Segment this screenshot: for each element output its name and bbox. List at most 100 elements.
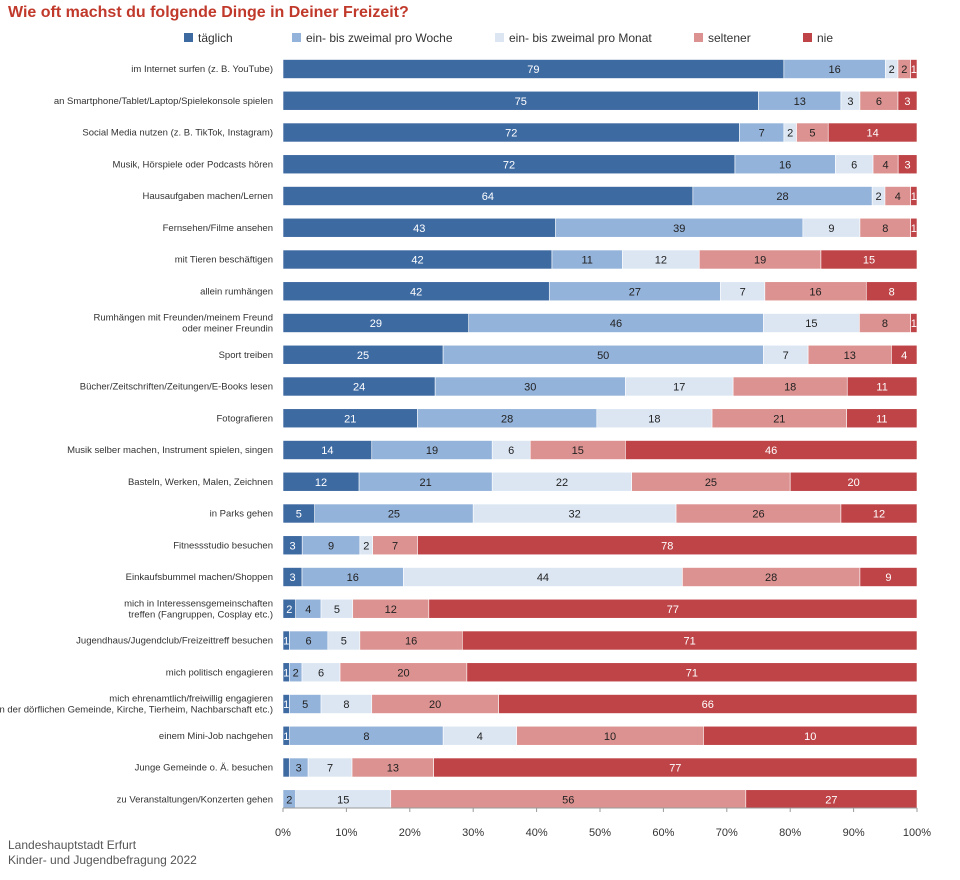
value-label-r14-s2: 32: [569, 509, 581, 521]
value-label-r23-s4: 27: [825, 794, 837, 806]
value-label-r10-s2: 17: [673, 382, 685, 394]
value-label-r19-s2: 6: [318, 667, 324, 679]
bar-segment-r16-s4: [859, 567, 918, 587]
value-label-r13-s3: 25: [705, 477, 717, 489]
category-label-5: Fernsehen/Filme ansehen: [163, 223, 273, 234]
value-label-r21-s2: 4: [477, 731, 483, 743]
value-label-r9-s1: 50: [597, 350, 609, 362]
category-label-4: Hausaufgaben machen/Lernen: [143, 191, 273, 202]
bar-segment-r8-s4: [910, 313, 918, 333]
value-label-r7-s1: 27: [629, 286, 641, 298]
value-label-r6-s1: 11: [581, 255, 592, 267]
value-label-r4-s4: 1: [911, 191, 917, 203]
value-label-r16-s3: 28: [765, 572, 777, 584]
category-label-20: mich ehrenamtlich/freiwillig engagieren(…: [0, 694, 273, 716]
legend-label-1: ein- bis zweimal pro Woche: [306, 31, 453, 45]
bar-segment-r14-s4: [840, 503, 918, 524]
value-label-r14-s3: 26: [752, 509, 764, 521]
value-label-r23-s3: 56: [562, 794, 574, 806]
category-label-18: Jugendhaus/Jugendclub/Freizeittreff besu…: [76, 636, 273, 647]
category-label-23: zu Veranstaltungen/Konzerten gehen: [117, 794, 273, 805]
value-label-r22-s2: 7: [327, 763, 333, 775]
value-label-r9-s0: 25: [357, 350, 369, 362]
value-label-r20-s3: 20: [429, 699, 441, 711]
category-label-16: Einkaufsbummel machen/Shoppen: [126, 572, 273, 583]
value-label-r18-s4: 71: [684, 636, 696, 648]
value-label-r11-s2: 18: [648, 413, 660, 425]
legend-label-3: seltener: [708, 31, 751, 45]
value-label-r3-s3: 4: [883, 159, 889, 171]
value-label-r16-s0: 3: [289, 572, 295, 584]
value-label-r3-s2: 6: [851, 159, 857, 171]
category-label-13: Basteln, Werken, Malen, Zeichnen: [128, 477, 273, 488]
x-tick-label-7: 70%: [716, 827, 738, 839]
legend-swatch-1: [292, 33, 301, 42]
value-label-r15-s1: 9: [328, 540, 334, 552]
value-label-r22-s4: 77: [669, 763, 681, 775]
legend: täglich ein- bis zweimal pro Woche ein- bi…: [184, 31, 833, 45]
value-label-r14-s1: 25: [388, 509, 400, 521]
value-label-r12-s2: 6: [508, 445, 514, 457]
value-label-r23-s1: 2: [286, 794, 292, 806]
value-label-r0-s4: 1: [911, 64, 917, 76]
value-label-r6-s3: 19: [754, 255, 766, 267]
legend-swatch-3: [694, 33, 703, 42]
value-label-r4-s0: 64: [482, 191, 494, 203]
category-label-6: mit Tieren beschäftigen: [175, 255, 273, 266]
value-label-r5-s2: 9: [828, 223, 834, 235]
value-label-r3-s4: 3: [905, 159, 911, 171]
bar-segment-r22-s4: [433, 757, 918, 778]
bar-segment-r5-s4: [910, 217, 918, 238]
value-label-r1-s2: 3: [847, 96, 853, 108]
x-tick-label-3: 30%: [462, 827, 484, 839]
value-label-r10-s1: 30: [524, 382, 536, 394]
bar-segment-r15-s4: [417, 535, 918, 556]
value-label-r18-s1: 6: [306, 636, 312, 648]
value-label-r9-s2: 7: [783, 350, 789, 362]
bar-segment-r11-s4: [846, 408, 918, 429]
value-label-r5-s4: 1: [911, 223, 917, 235]
value-label-r11-s3: 21: [773, 413, 785, 425]
x-tick-label-5: 50%: [589, 827, 611, 839]
value-label-r23-s2: 15: [337, 794, 349, 806]
bar-segment-r7-s4: [865, 281, 918, 302]
bar-segment-r18-s4: [462, 630, 918, 651]
category-label-1: an Smartphone/Tablet/Laptop/Spielekonsol…: [54, 96, 273, 107]
value-label-r1-s1: 13: [794, 96, 806, 108]
legend-label-4: nie: [817, 31, 833, 45]
value-label-r2-s2: 2: [787, 128, 793, 140]
value-label-r12-s4: 46: [765, 445, 777, 457]
value-label-r17-s3: 12: [385, 604, 397, 616]
legend-swatch-4: [803, 33, 812, 42]
value-label-r6-s0: 42: [411, 255, 423, 267]
value-label-r8-s2: 15: [805, 318, 817, 330]
value-label-r21-s1: 8: [363, 731, 369, 743]
value-label-r15-s4: 78: [661, 540, 673, 552]
value-label-r10-s0: 24: [353, 382, 365, 394]
value-label-r20-s0: 1: [283, 699, 289, 711]
value-label-r11-s1: 28: [501, 413, 513, 425]
value-label-r18-s3: 16: [405, 636, 417, 648]
value-label-r17-s0: 2: [286, 604, 292, 616]
value-label-r9-s3: 13: [844, 350, 856, 362]
value-label-r17-s1: 4: [305, 604, 311, 616]
value-label-r0-s2: 2: [889, 64, 895, 76]
value-label-r1-s4: 3: [904, 96, 910, 108]
category-label-14: in Parks gehen: [210, 509, 273, 520]
value-label-r11-s4: 11: [876, 413, 887, 425]
value-label-r21-s3: 10: [604, 731, 616, 743]
value-label-r4-s1: 28: [776, 191, 788, 203]
value-label-r22-s3: 13: [387, 763, 399, 775]
category-label-10: Bücher/Zeitschriften/Zeitungen/E-Books l…: [80, 382, 273, 393]
chart-title: Wie oft machst du folgende Dinge in Dein…: [8, 4, 409, 21]
value-label-r4-s2: 2: [876, 191, 882, 203]
x-tick-label-10: 100%: [903, 827, 931, 839]
x-tick-label-0: 0%: [275, 827, 291, 839]
bar-segment-r17-s4: [428, 598, 918, 619]
category-label-15: Fitnessstudio besuchen: [173, 540, 273, 551]
x-tick-label-1: 10%: [335, 827, 357, 839]
value-label-r19-s3: 20: [397, 667, 409, 679]
category-label-7: allein rumhängen: [200, 286, 273, 297]
x-tick-label-6: 60%: [652, 827, 674, 839]
